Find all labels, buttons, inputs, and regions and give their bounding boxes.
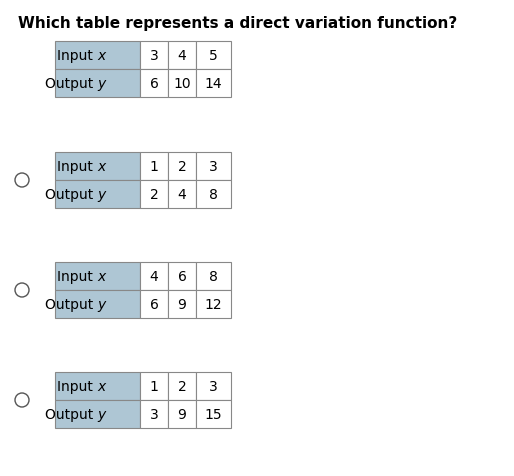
Text: 8: 8 [209, 188, 218, 201]
Bar [140, 42, 168, 70]
Text: 4: 4 [178, 49, 187, 63]
Text: Output: Output [45, 407, 98, 421]
Bar [55, 153, 140, 180]
Bar [55, 262, 140, 290]
Text: x: x [98, 159, 106, 174]
Bar [140, 70, 168, 98]
Text: 3: 3 [209, 159, 218, 174]
Bar [140, 262, 168, 290]
Bar [168, 262, 196, 290]
Bar [168, 42, 196, 70]
Bar [196, 70, 231, 98]
Bar [55, 70, 140, 98]
Text: 14: 14 [205, 77, 223, 91]
Bar [168, 290, 196, 318]
Text: 10: 10 [173, 77, 191, 91]
Text: 12: 12 [205, 298, 223, 311]
Bar [196, 400, 231, 428]
Bar [140, 400, 168, 428]
Bar [55, 400, 140, 428]
Text: 1: 1 [150, 379, 158, 393]
Text: Output: Output [45, 188, 98, 201]
Text: 3: 3 [150, 407, 158, 421]
Bar [196, 153, 231, 180]
Text: Which table represents a direct variation function?: Which table represents a direct variatio… [18, 16, 457, 31]
Text: 1: 1 [150, 159, 158, 174]
Bar [55, 372, 140, 400]
Bar [140, 153, 168, 180]
Text: Input: Input [57, 379, 98, 393]
Bar [168, 70, 196, 98]
Bar [196, 290, 231, 318]
Text: Output: Output [45, 77, 98, 91]
Text: 15: 15 [205, 407, 223, 421]
Text: x: x [98, 269, 106, 283]
Text: x: x [98, 49, 106, 63]
Text: Input: Input [57, 269, 98, 283]
Bar [196, 180, 231, 208]
Text: 4: 4 [150, 269, 158, 283]
Bar [196, 42, 231, 70]
Text: 3: 3 [209, 379, 218, 393]
Text: 5: 5 [209, 49, 218, 63]
Text: x: x [98, 379, 106, 393]
Bar [140, 290, 168, 318]
Bar [196, 262, 231, 290]
Text: 6: 6 [177, 269, 187, 283]
Bar [168, 400, 196, 428]
Bar [55, 42, 140, 70]
Text: 8: 8 [209, 269, 218, 283]
Text: 9: 9 [177, 407, 187, 421]
Text: 2: 2 [178, 379, 187, 393]
Text: 6: 6 [150, 77, 158, 91]
Bar [140, 180, 168, 208]
Bar [168, 372, 196, 400]
Bar [196, 372, 231, 400]
Text: 2: 2 [178, 159, 187, 174]
Bar [140, 372, 168, 400]
Bar [168, 153, 196, 180]
Text: Input: Input [57, 159, 98, 174]
Text: Input: Input [57, 49, 98, 63]
Bar [168, 180, 196, 208]
Text: y: y [98, 298, 106, 311]
Text: 4: 4 [178, 188, 187, 201]
Text: y: y [98, 77, 106, 91]
Text: y: y [98, 407, 106, 421]
Text: y: y [98, 188, 106, 201]
Bar [55, 290, 140, 318]
Bar [55, 180, 140, 208]
Text: Output: Output [45, 298, 98, 311]
Text: 2: 2 [150, 188, 158, 201]
Text: 6: 6 [150, 298, 158, 311]
Text: 3: 3 [150, 49, 158, 63]
Text: 9: 9 [177, 298, 187, 311]
